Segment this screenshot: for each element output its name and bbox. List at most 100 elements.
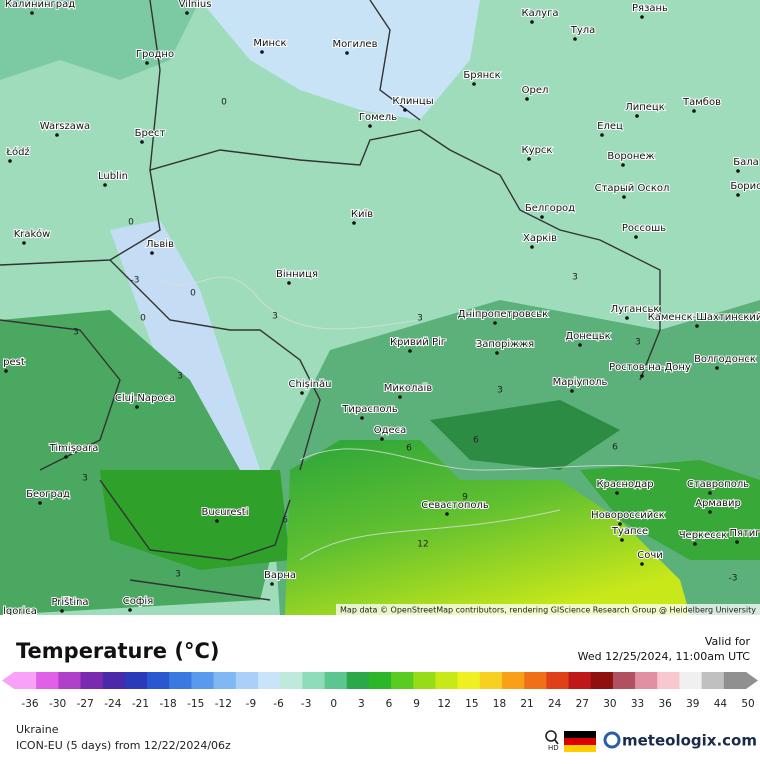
colorbar-swatch <box>280 672 303 689</box>
city-label: Клинцы <box>392 96 433 107</box>
colorbar-swatch <box>524 672 547 689</box>
city-dot <box>695 324 699 328</box>
attribution-bg <box>336 604 760 615</box>
brand: meteologix.com <box>622 732 757 750</box>
city-label: Београд <box>26 489 70 500</box>
city-dot <box>540 215 544 219</box>
colorbar-swatch <box>302 672 326 689</box>
city-label: Гомель <box>359 112 397 123</box>
city-label: Липецк <box>625 102 665 113</box>
colorbar-swatch <box>657 672 680 689</box>
hd-icon: HD <box>545 730 559 752</box>
contour-label: 9 <box>462 493 468 503</box>
colorbar-swatch <box>635 672 658 689</box>
colorbar-tick-label: -27 <box>77 698 94 710</box>
city-dot <box>150 251 154 255</box>
city-dot <box>615 491 619 495</box>
city-label: Kraków <box>14 228 51 240</box>
mild-area <box>0 0 200 80</box>
contour-labels: 0 0 0 -3 0 3 3 3 3 3 3 6 6 6 9 12 3 3 6 3 -3 <box>73 98 737 584</box>
colorbar-swatch <box>36 672 59 689</box>
colorbar-tick-label: 27 <box>576 698 589 710</box>
city-label: Белгород <box>525 203 575 214</box>
azov-sea <box>430 400 620 470</box>
colorbar-swatch <box>723 672 747 689</box>
city-label: Калуга <box>522 8 559 19</box>
city-dot <box>618 522 622 526</box>
colorbar-tick-label: -12 <box>215 698 232 710</box>
colorbar-swatch <box>147 672 170 689</box>
warm-area <box>100 470 290 570</box>
colorbar-swatch <box>80 672 104 689</box>
model: ICON-EU (5 days) from 12/22/2024/06z <box>16 739 231 752</box>
contour-label: 3 <box>572 273 578 283</box>
colorbar-tick-label: -36 <box>21 698 38 710</box>
city-dot <box>60 609 64 613</box>
city-dot <box>472 82 476 86</box>
city-label: Могилев <box>333 39 378 50</box>
colorbar-tick-label: -24 <box>104 698 121 710</box>
panel-title: Temperature (°C) <box>16 639 219 663</box>
city-dot <box>287 281 291 285</box>
city-label: Брест <box>135 128 166 139</box>
city-label: Запоріжжя <box>476 338 534 350</box>
city-dot <box>640 562 644 566</box>
warm-area <box>580 460 760 560</box>
city-label: Донецьк <box>565 331 610 342</box>
city-dot <box>398 395 402 399</box>
colorbar-swatch <box>590 672 614 689</box>
city-dot <box>300 391 304 395</box>
city-dot <box>570 389 574 393</box>
valid-time: Wed 12/25/2024, 11:00am UTC <box>578 650 751 663</box>
city-dot <box>260 50 264 54</box>
city-label: Warszawa <box>40 121 90 132</box>
city-label: Priština <box>51 596 88 608</box>
city-dot <box>4 369 8 373</box>
city-label: Каменск-Шахтинский <box>648 312 760 323</box>
city-label: Chișinău <box>289 379 332 390</box>
colorbar-tick-label: 18 <box>493 698 506 710</box>
colorbar-tick-label: 24 <box>548 698 562 710</box>
city-dot <box>22 241 26 245</box>
colorbar-swatch <box>502 672 525 689</box>
black-sea <box>285 440 690 615</box>
city-label: Рязань <box>632 3 668 14</box>
city-label: Кривий Ріг <box>390 336 446 348</box>
city-label: Львів <box>146 238 174 250</box>
borders <box>0 0 661 601</box>
contour-label: 3 <box>177 372 183 382</box>
city-dot <box>270 582 274 586</box>
region: Ukraine <box>16 723 59 736</box>
city-label: Краснодар <box>596 479 653 490</box>
city-label: Елец <box>597 121 623 132</box>
city-label: Туапсе <box>611 526 648 537</box>
city-label: Тамбов <box>682 97 721 108</box>
colorbar-swatch <box>701 672 725 689</box>
city-dot <box>573 37 577 41</box>
colorbar-swatch <box>546 672 570 689</box>
contours <box>159 276 681 561</box>
colorbar-tick-label: 0 <box>330 698 337 710</box>
contour-label: 3 <box>417 314 423 324</box>
contour-label: 3 <box>635 338 641 348</box>
city-dot <box>600 133 604 137</box>
city-label: Севастополь <box>421 500 489 511</box>
colorbar-tick-label: 39 <box>686 698 699 710</box>
colorbar-tick-label: 12 <box>438 698 451 710</box>
city-dot <box>55 133 59 137</box>
colorbar-swatch <box>457 672 481 689</box>
colorbar-swatch <box>324 672 348 689</box>
city-label: Тула <box>570 25 596 36</box>
contour-label: 3 <box>272 312 278 322</box>
city-dot <box>345 51 349 55</box>
colorbar-tick-label: 3 <box>358 698 365 710</box>
contour-label: 12 <box>417 540 428 550</box>
colorbar-tick-label: -15 <box>187 698 204 710</box>
colorbar-tick-label: -18 <box>159 698 176 710</box>
city-labels: Калининград Vilnius Калуга Рязань Тула Гродно… <box>2 0 760 622</box>
city-dot <box>735 540 739 544</box>
valid-label: Valid for <box>705 635 751 648</box>
city-label: Софія <box>123 595 153 607</box>
city-dot <box>445 512 449 516</box>
colorbar-tick-label: -9 <box>246 698 256 710</box>
